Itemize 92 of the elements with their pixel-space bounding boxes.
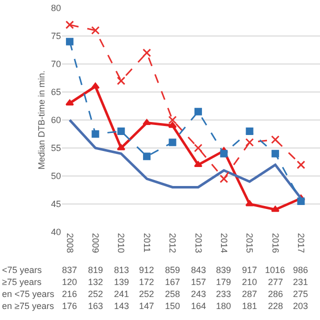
text: 986 [293, 265, 308, 275]
text: 203 [293, 301, 308, 311]
point [91, 82, 100, 89]
point [91, 26, 100, 35]
point [245, 138, 254, 147]
text: 243 [191, 289, 206, 299]
y-tick-label: 65 [50, 87, 61, 98]
y-tick-label: 70 [50, 59, 61, 70]
text: 150 [165, 301, 180, 311]
point [116, 76, 126, 86]
point [66, 38, 74, 46]
x-tick-label: 2015 [244, 233, 255, 254]
text: 813 [114, 265, 130, 275]
text: 917 [242, 265, 258, 275]
text: 839 [216, 265, 232, 275]
x-tick-label: 2016 [270, 233, 280, 254]
text: 210 [242, 277, 258, 287]
y-tick-label: 75 [50, 31, 61, 42]
text: 252 [139, 289, 154, 299]
point [297, 197, 305, 205]
point [116, 144, 126, 150]
x-tick-label: 2014 [218, 233, 229, 254]
text: 179 [216, 277, 232, 287]
point [65, 20, 74, 30]
y-axis-title: Median DTB-time in min. [36, 70, 46, 170]
x-tick-label: 2012 [168, 233, 178, 254]
x-tick-label: 2013 [193, 233, 204, 254]
y-tick-label: 50 [50, 171, 61, 182]
text: ≥75 years [2, 277, 42, 287]
text: 859 [165, 265, 180, 275]
point [142, 119, 152, 126]
point [66, 99, 74, 106]
text: 233 [216, 289, 232, 299]
text: 176 [62, 301, 78, 311]
y-tick-label: 45 [50, 199, 61, 210]
x-tick-label: 2010 [116, 233, 126, 254]
text: 167 [165, 277, 180, 287]
text: 287 [242, 289, 258, 299]
point [246, 127, 254, 135]
text: 157 [191, 277, 206, 287]
text: 241 [114, 289, 130, 299]
text: 837 [62, 265, 78, 275]
text: 1016 [265, 265, 286, 275]
text: 120 [62, 277, 78, 287]
x-tick-label: 2009 [90, 233, 100, 254]
text: 819 [88, 265, 104, 275]
y-tick-label: 60 [50, 115, 61, 126]
text: 147 [139, 301, 154, 311]
text: 180 [216, 301, 232, 311]
point [220, 174, 228, 184]
text: 286 [268, 289, 284, 299]
point [220, 150, 228, 158]
text: 843 [191, 265, 206, 275]
point [168, 116, 177, 124]
point [296, 160, 306, 170]
point [117, 127, 125, 135]
y-tick-label: 55 [50, 143, 61, 154]
text: 231 [293, 277, 308, 287]
text: 172 [139, 277, 154, 287]
point [194, 144, 202, 152]
x-tick-label: 2017 [296, 233, 306, 254]
text: 228 [268, 301, 284, 311]
x-tick-label: 2008 [64, 233, 75, 254]
text: 139 [114, 277, 130, 287]
point [168, 122, 177, 128]
point [194, 108, 202, 116]
text: 277 [268, 277, 284, 287]
text: 181 [242, 301, 258, 311]
text: en <75 years [2, 289, 55, 299]
x-tick-label: 2011 [142, 233, 152, 252]
point [143, 152, 151, 160]
point [272, 150, 280, 158]
text: 912 [139, 265, 154, 275]
text: 163 [88, 301, 104, 311]
point [142, 48, 152, 58]
point [92, 130, 100, 138]
text: 252 [88, 289, 104, 299]
text: en ≥75 years [2, 301, 54, 311]
text: <75 years [2, 265, 42, 275]
text: 132 [88, 277, 104, 287]
point [168, 138, 176, 146]
point [271, 135, 280, 144]
point [271, 206, 280, 212]
y-tick-label: 80 [50, 3, 61, 14]
point [194, 161, 202, 168]
y-tick-label: 40 [50, 227, 61, 238]
text: 164 [191, 301, 206, 311]
text: 143 [114, 301, 130, 311]
text: 275 [293, 289, 308, 299]
text: 216 [62, 289, 78, 299]
point [245, 200, 254, 206]
text: 258 [165, 289, 180, 299]
